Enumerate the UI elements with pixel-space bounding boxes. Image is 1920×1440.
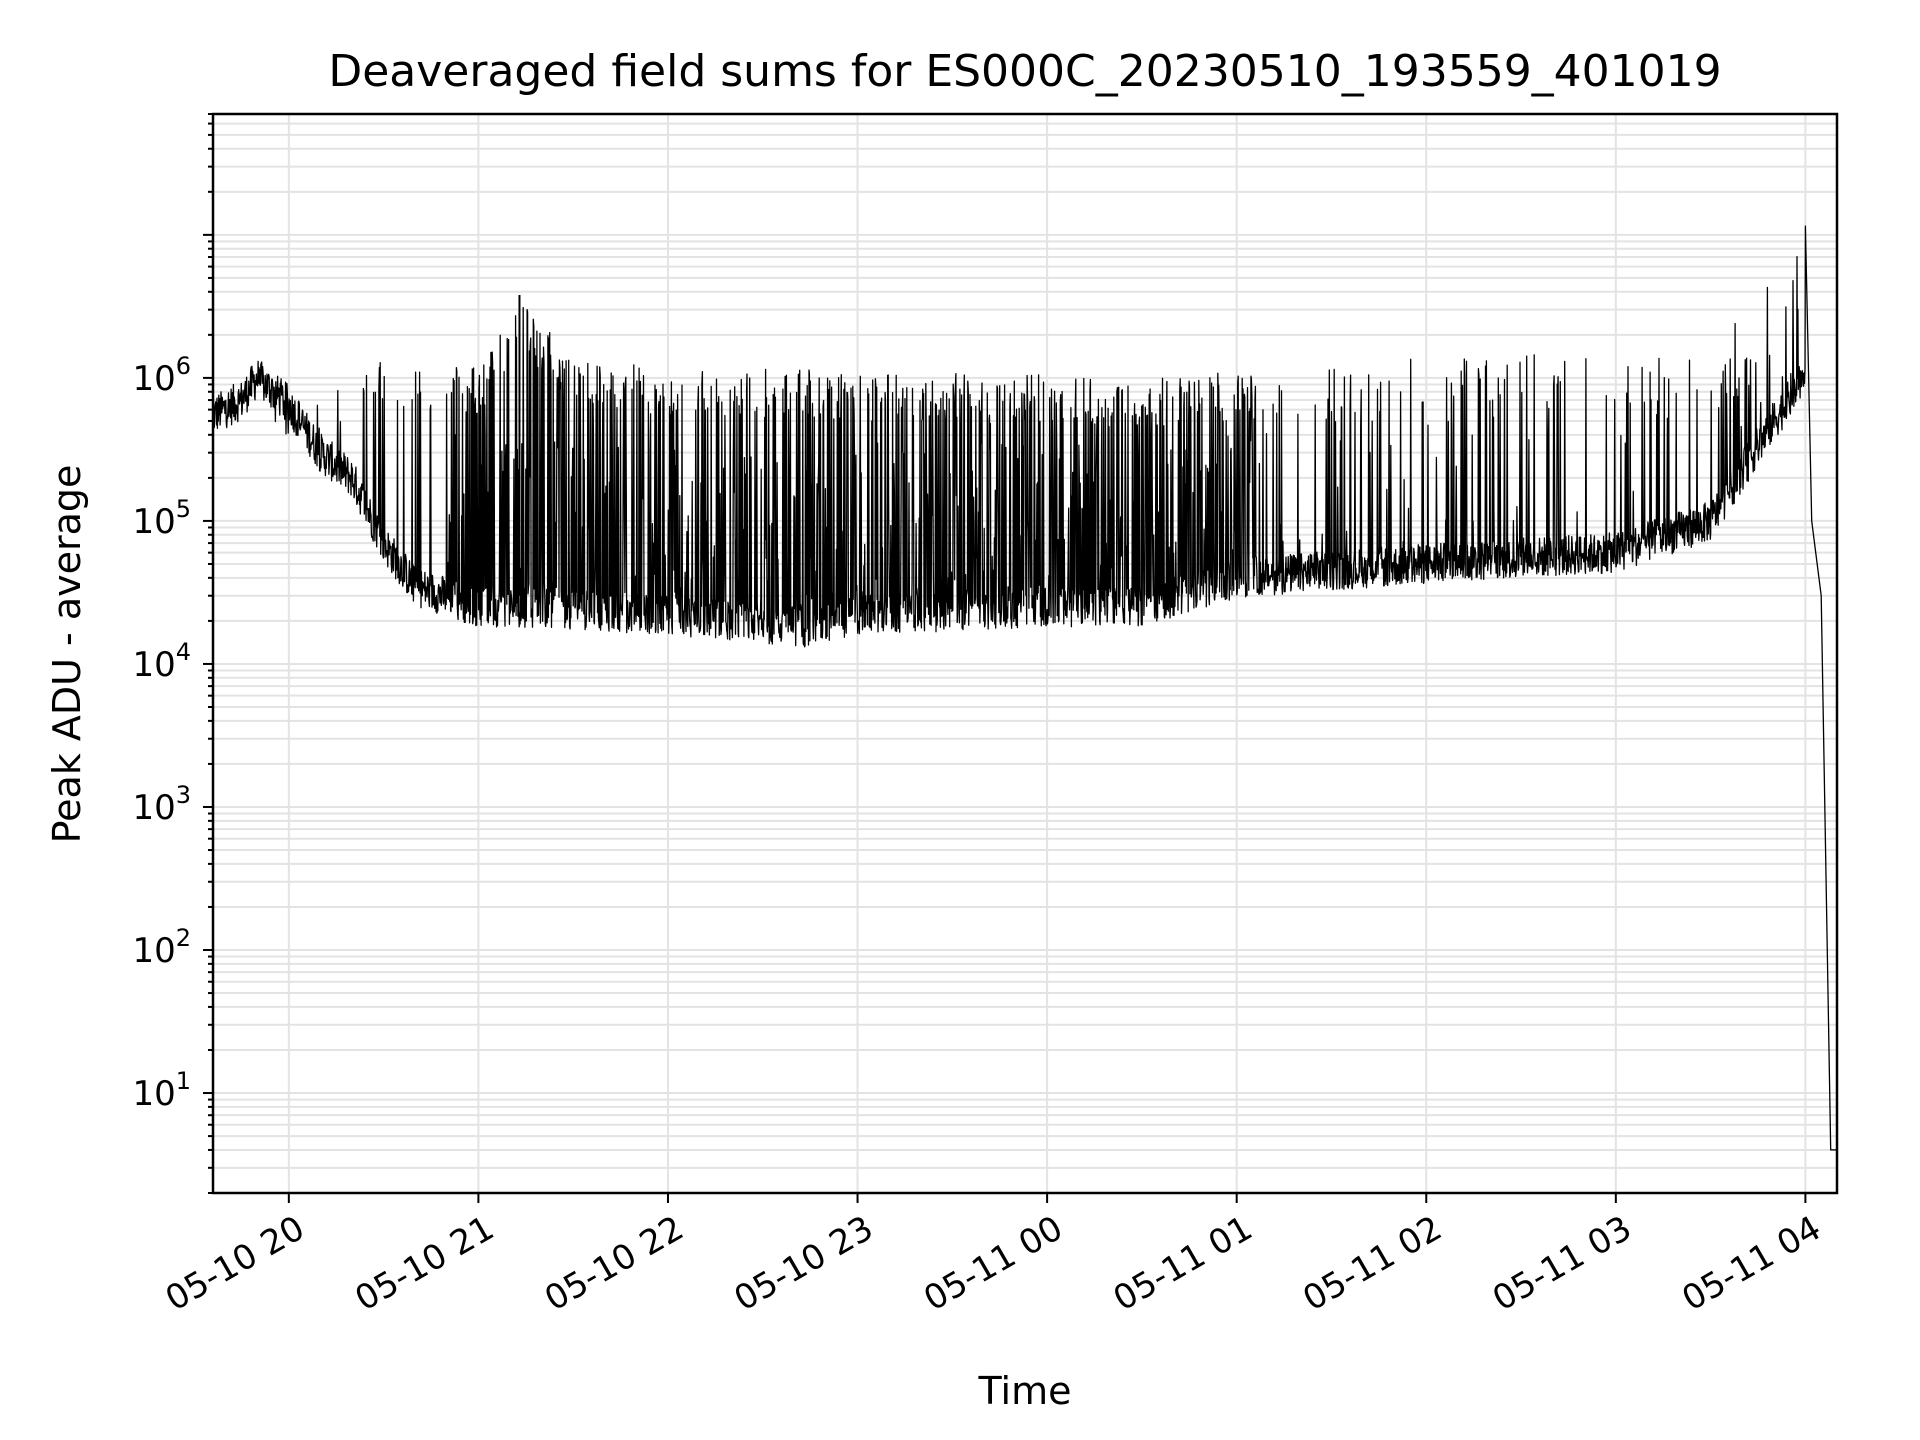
y-tick-label: 106 bbox=[132, 352, 191, 399]
y-tick-label: 101 bbox=[132, 1067, 191, 1114]
series-path bbox=[212, 225, 1837, 1151]
grid bbox=[213, 113, 1837, 1194]
series-line bbox=[212, 225, 1837, 1151]
y-tick-label: 103 bbox=[132, 781, 191, 828]
y-tick-label: 105 bbox=[132, 495, 191, 542]
plot-frame bbox=[211, 112, 1839, 1195]
y-tick-label: 102 bbox=[132, 924, 191, 971]
y-tick-label: 104 bbox=[132, 638, 191, 685]
x-axis-label: Time bbox=[978, 1369, 1072, 1413]
y-axis-label: Peak ADU - average bbox=[45, 465, 89, 844]
chart-title: Deaveraged field sums for ES000C_2023051… bbox=[328, 46, 1721, 97]
